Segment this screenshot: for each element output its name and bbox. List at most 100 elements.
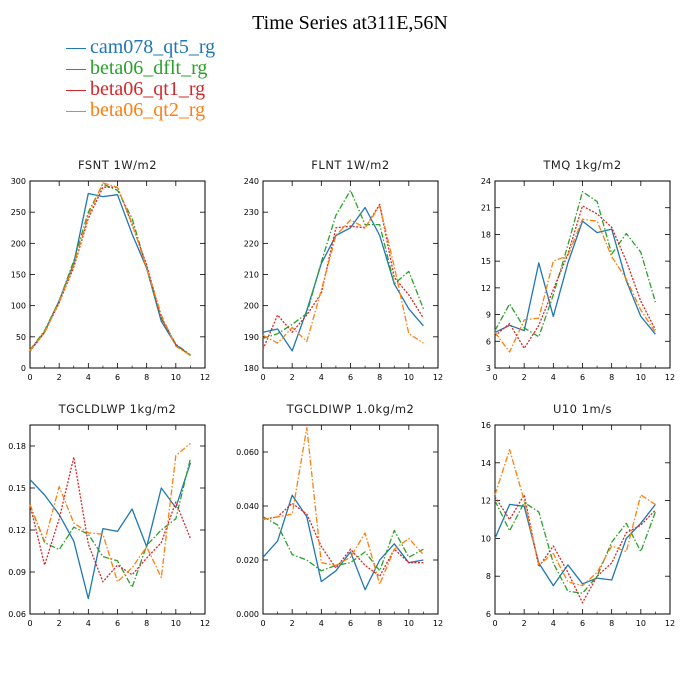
y-tick-label: 12 xyxy=(481,497,491,506)
x-tick-label: 8 xyxy=(609,619,614,628)
panel-title: TGCLDIWP 1.0kg/m2 xyxy=(286,402,415,416)
series-line-beta06_qt2_rg xyxy=(494,218,656,353)
y-tick-label: 0.000 xyxy=(236,610,259,619)
y-tick-label: 250 xyxy=(11,208,26,217)
x-tick-label: 6 xyxy=(580,373,585,382)
x-tick-label: 6 xyxy=(348,619,353,628)
series-line-beta06_dflt_rg xyxy=(262,516,424,572)
y-tick-label: 3 xyxy=(486,364,491,373)
x-tick-label: 0 xyxy=(260,373,265,382)
x-tick-label: 2 xyxy=(290,373,295,382)
x-tick-label: 6 xyxy=(115,373,120,382)
x-tick-label: 4 xyxy=(319,373,324,382)
y-tick-label: 0.020 xyxy=(236,556,259,565)
y-tick-label: 15 xyxy=(481,257,491,266)
x-tick-label: 0 xyxy=(27,373,32,382)
series-line-beta06_qt2_rg xyxy=(29,442,191,583)
x-tick-label: 10 xyxy=(404,373,414,382)
legend-label: beta06_qt1_rg xyxy=(90,78,206,100)
legend-line xyxy=(66,69,86,70)
series-line-cam078_qt5_rg xyxy=(262,206,424,352)
y-tick-label: 0.09 xyxy=(8,568,26,577)
x-tick-label: 12 xyxy=(433,373,443,382)
x-tick-label: 4 xyxy=(319,619,324,628)
legend-label: cam078_qt5_rg xyxy=(90,36,216,58)
series-line-beta06_qt1_rg xyxy=(494,205,656,350)
panel-title: U10 1m/s xyxy=(553,402,612,416)
y-tick-label: 14 xyxy=(481,459,491,468)
y-tick-label: 24 xyxy=(481,177,491,186)
x-tick-label: 4 xyxy=(86,619,91,628)
y-tick-label: 0.18 xyxy=(8,442,26,451)
x-tick-label: 8 xyxy=(377,619,382,628)
series-line-beta06_qt2_rg xyxy=(262,427,424,585)
y-tick-label: 16 xyxy=(481,421,491,430)
y-tick-label: 21 xyxy=(481,204,491,213)
y-tick-label: 18 xyxy=(481,230,491,239)
x-tick-label: 12 xyxy=(665,373,675,382)
series-line-cam078_qt5_rg xyxy=(262,494,424,591)
x-tick-label: 4 xyxy=(86,373,91,382)
y-tick-label: 6 xyxy=(486,337,491,346)
y-tick-label: 100 xyxy=(11,302,26,311)
y-tick-label: 220 xyxy=(244,239,259,248)
series-line-cam078_qt5_rg xyxy=(29,192,191,357)
series-line-beta06_dflt_rg xyxy=(494,500,657,594)
y-tick-label: 0.06 xyxy=(8,610,26,619)
y-tick-label: 190 xyxy=(244,333,259,342)
y-tick-label: 180 xyxy=(244,364,259,373)
x-tick-label: 2 xyxy=(290,619,295,628)
y-tick-label: 50 xyxy=(16,333,26,342)
plot-frame xyxy=(29,180,206,369)
series-line-beta06_dflt_rg xyxy=(262,189,425,340)
x-tick-label: 4 xyxy=(551,373,556,382)
series-line-beta06_dflt_rg xyxy=(29,458,192,589)
x-tick-label: 0 xyxy=(492,619,497,628)
legend-label: beta06_dflt_rg xyxy=(90,57,208,79)
series-line-beta06_dflt_rg xyxy=(29,183,191,356)
y-tick-label: 6 xyxy=(486,610,491,619)
chart-panel: FSNT 1W/m2 0 2 4 6 8 10 12 0 50 100 150 200 250 300 xyxy=(11,158,210,382)
x-tick-label: 12 xyxy=(200,619,210,628)
y-tick-label: 300 xyxy=(11,177,26,186)
legend-label: beta06_qt2_rg xyxy=(90,99,206,121)
x-tick-label: 2 xyxy=(57,373,62,382)
x-tick-label: 2 xyxy=(522,373,527,382)
series-line-cam078_qt5_rg xyxy=(29,462,192,600)
series-line-cam078_qt5_rg xyxy=(494,220,656,335)
legend-line xyxy=(66,90,86,91)
series-line-beta06_dflt_rg xyxy=(494,191,657,338)
y-tick-label: 210 xyxy=(244,271,259,280)
x-tick-label: 8 xyxy=(144,619,149,628)
chart-panel: TGCLDIWP 1.0kg/m2 0 2 4 6 8 10 12 0.000 0.020 0.04… xyxy=(236,402,443,628)
legend-line xyxy=(66,111,86,112)
x-tick-label: 12 xyxy=(200,373,210,382)
y-tick-label: 0.12 xyxy=(8,526,26,535)
series-line-beta06_qt1_rg xyxy=(494,494,656,604)
x-tick-label: 12 xyxy=(433,619,443,628)
y-tick-label: 200 xyxy=(11,239,26,248)
y-tick-label: 150 xyxy=(11,271,26,280)
x-tick-label: 8 xyxy=(377,373,382,382)
y-tick-label: 0.060 xyxy=(236,448,259,457)
x-tick-label: 4 xyxy=(551,619,556,628)
panel-title: FLNT 1W/m2 xyxy=(311,158,389,172)
series-line-beta06_qt1_rg xyxy=(29,456,192,583)
x-tick-label: 2 xyxy=(522,619,527,628)
panel-title: FSNT 1W/m2 xyxy=(78,158,157,172)
y-tick-label: 240 xyxy=(244,177,259,186)
plot-frame xyxy=(262,424,439,615)
x-tick-label: 6 xyxy=(348,373,353,382)
y-tick-label: 0 xyxy=(21,364,26,373)
series-line-cam078_qt5_rg xyxy=(494,503,656,587)
x-tick-label: 10 xyxy=(171,619,181,628)
x-tick-label: 0 xyxy=(492,373,497,382)
chart-panel: FLNT 1W/m2 0 2 4 6 8 10 12 180 190 200 210 220 230 240 xyxy=(244,158,443,382)
plot-frame xyxy=(494,180,671,369)
x-tick-label: 10 xyxy=(636,373,646,382)
page-title: Time Series at311E,56N xyxy=(252,12,448,34)
y-tick-label: 0.040 xyxy=(236,502,259,511)
